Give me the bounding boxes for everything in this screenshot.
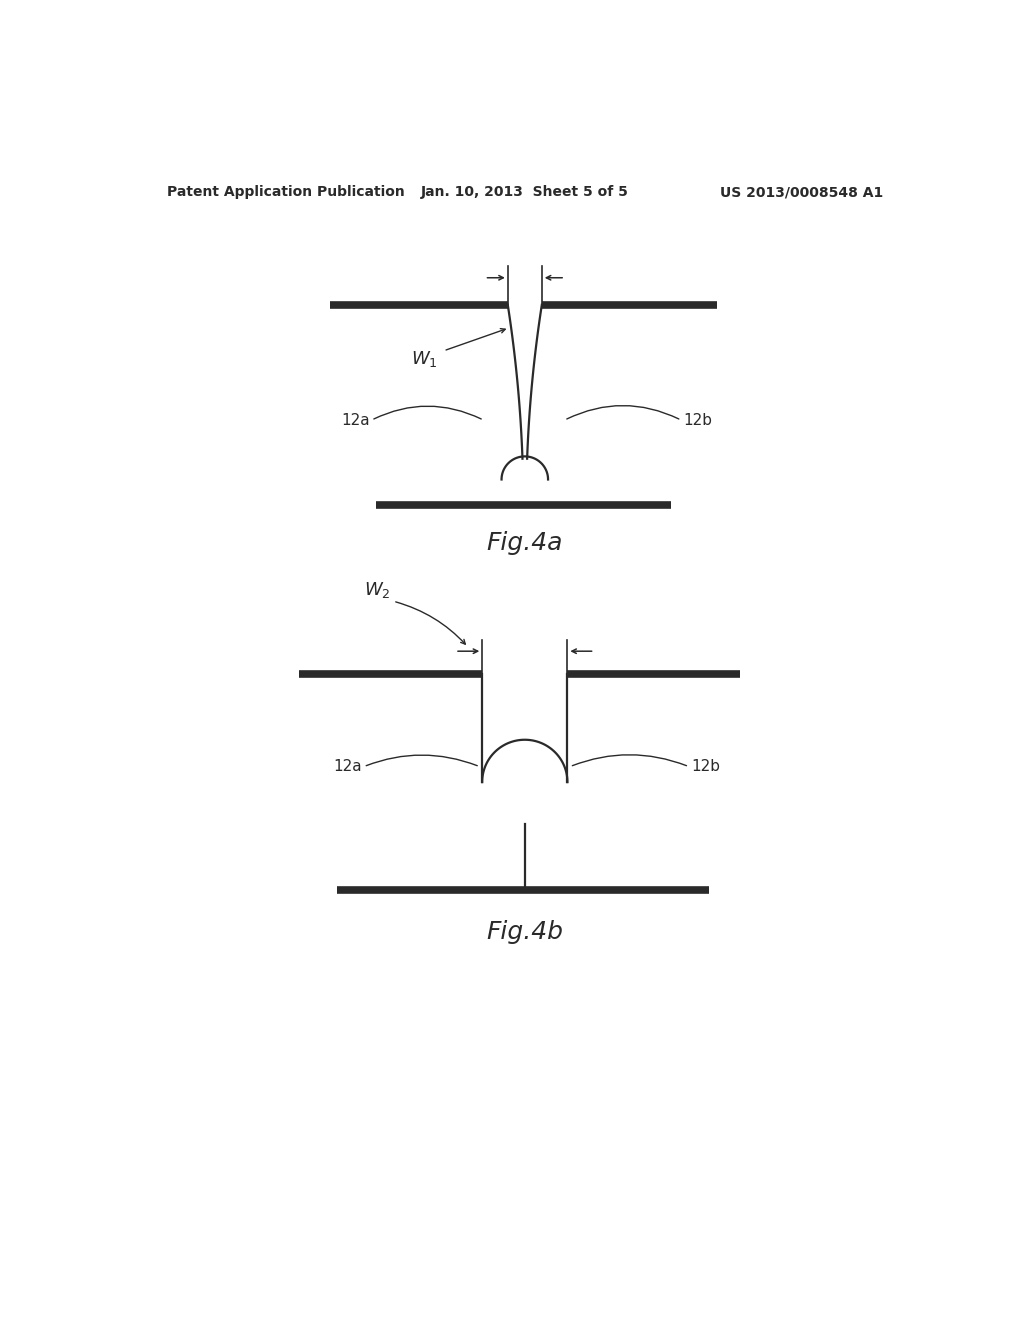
Text: 12b: 12b [691,759,721,775]
Text: Jan. 10, 2013  Sheet 5 of 5: Jan. 10, 2013 Sheet 5 of 5 [421,185,629,199]
Text: Patent Application Publication: Patent Application Publication [167,185,404,199]
Text: $W_1$: $W_1$ [411,348,437,368]
Text: 12a: 12a [334,759,362,775]
Text: $W_2$: $W_2$ [365,579,391,599]
Text: Fig.4a: Fig.4a [486,532,563,556]
Text: 12a: 12a [341,413,370,428]
Text: US 2013/0008548 A1: US 2013/0008548 A1 [720,185,883,199]
Text: 12b: 12b [684,413,713,428]
Text: Fig.4b: Fig.4b [486,920,563,944]
